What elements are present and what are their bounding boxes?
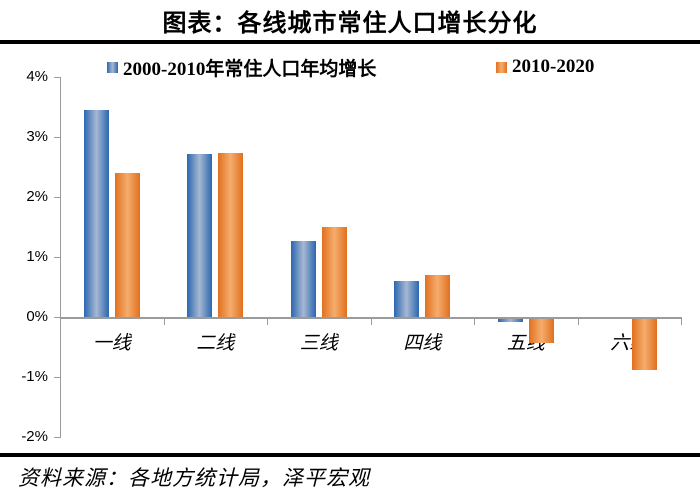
y-axis-tick-label: 4% xyxy=(26,68,48,85)
y-axis-tick-label: 1% xyxy=(26,248,48,265)
y-axis-tick-label: 2% xyxy=(26,188,48,205)
source-note: 资料来源：各地方统计局，泽平宏观 xyxy=(18,466,370,490)
x-category-label: 三线 xyxy=(299,333,338,354)
legend-label: 2000-2010年常住人口年均增长 xyxy=(123,58,377,80)
legend-item-2000-2010: 2000-2010年常住人口年均增长 xyxy=(107,57,376,80)
legend-swatch-blue-icon xyxy=(107,61,118,73)
bar-s1-四线 xyxy=(425,275,451,317)
x-axis-tick xyxy=(681,317,682,325)
bar-s1-二线 xyxy=(218,153,244,317)
chart-title: 图表：各线城市常住人口增长分化 xyxy=(162,11,538,37)
top-divider xyxy=(0,40,700,44)
bar-s1-一线 xyxy=(114,173,140,317)
x-category-label: 六线 xyxy=(610,333,649,354)
bar-s0-五线 xyxy=(497,319,523,322)
y-axis-tick-label: -1% xyxy=(21,368,48,385)
x-category-label: 四线 xyxy=(403,333,442,354)
y-axis-tick-label: 3% xyxy=(26,128,48,145)
legend-label: 2010-2020 xyxy=(512,56,595,77)
y-axis-tick xyxy=(54,77,60,78)
bar-s0-四线 xyxy=(394,281,420,317)
bar-s0-三线 xyxy=(290,240,316,317)
bar-s0-一线 xyxy=(83,110,109,317)
y-axis-tick xyxy=(54,197,60,198)
x-axis-tick xyxy=(474,317,475,325)
x-category-label: 五线 xyxy=(506,333,545,354)
legend-item-2010-2020: 2010-2020 xyxy=(496,56,595,77)
x-axis-tick xyxy=(577,317,579,325)
bar-s1-五线 xyxy=(528,319,554,343)
x-category-label: 一线 xyxy=(92,333,131,354)
y-axis-tick-label: -2% xyxy=(21,428,48,445)
y-axis-tick xyxy=(54,317,60,318)
bar-s1-六线 xyxy=(632,319,658,370)
y-axis-line xyxy=(60,77,61,438)
bottom-divider xyxy=(0,453,700,457)
bar-s0-二线 xyxy=(187,153,213,317)
x-category-label: 二线 xyxy=(196,333,235,354)
y-axis-tick xyxy=(54,437,60,438)
y-axis-tick xyxy=(54,377,60,378)
x-axis-tick xyxy=(163,317,165,325)
legend-swatch-orange-icon xyxy=(496,61,507,73)
y-axis-tick xyxy=(54,137,60,138)
x-axis-tick xyxy=(267,317,268,325)
x-axis-tick xyxy=(60,317,61,325)
y-axis-tick-label: 0% xyxy=(26,308,48,325)
y-axis-tick xyxy=(54,257,60,258)
bar-s1-三线 xyxy=(321,227,347,317)
x-axis-tick xyxy=(370,317,372,325)
